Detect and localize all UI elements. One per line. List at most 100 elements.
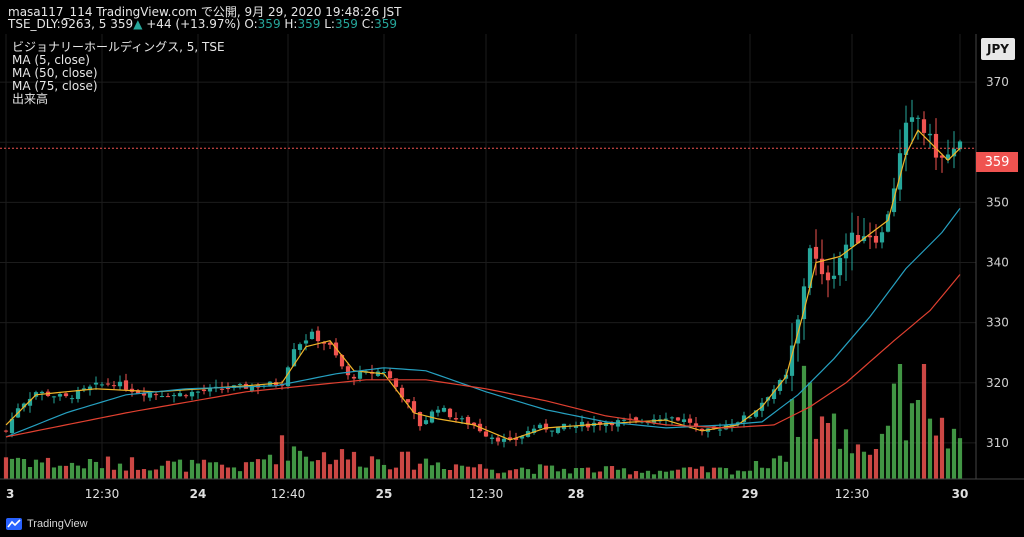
candle-body: [345, 366, 351, 376]
volume-bar: [879, 433, 885, 479]
candle-body: [249, 386, 255, 392]
candle-body: [63, 393, 69, 397]
open-value: 359: [257, 17, 281, 31]
volume-bar: [297, 450, 303, 479]
footer[interactable]: TradingView: [6, 515, 88, 533]
volume-bar: [57, 465, 63, 479]
candle-body: [573, 425, 579, 428]
candle-body: [453, 418, 459, 420]
candle-body: [309, 331, 315, 340]
volume-bar: [813, 438, 819, 479]
volume-bar: [51, 467, 57, 479]
price-tick-label: 330: [986, 316, 1009, 330]
legend-volume[interactable]: 出来高: [12, 92, 49, 106]
volume-bar: [207, 462, 213, 479]
candle-body: [621, 419, 627, 421]
volume-bar: [15, 457, 21, 479]
volume-bar: [567, 473, 573, 479]
volume-bar: [939, 417, 945, 479]
volume-bar: [27, 467, 33, 479]
volume-bar: [825, 422, 831, 479]
candle-body: [939, 155, 945, 158]
candle-body: [903, 122, 909, 156]
candle-body: [81, 388, 87, 391]
volume-bar: [255, 459, 261, 479]
candle-body: [813, 246, 819, 259]
price-axis[interactable]: 310 320 330 340 350 370: [986, 75, 1009, 450]
volume-bar: [735, 470, 741, 479]
volume-bar: [675, 469, 681, 479]
candle-body: [507, 437, 513, 440]
volume-bar: [105, 456, 111, 479]
volume-bar: [609, 466, 615, 479]
candle-body: [831, 275, 837, 279]
candle-body: [927, 133, 933, 136]
volume-bar: [717, 467, 723, 479]
legend-ma50[interactable]: MA (50, close): [12, 66, 98, 80]
volume-bar: [621, 468, 627, 479]
volume-bar: [87, 459, 93, 479]
candle-body: [651, 419, 657, 424]
low-label: L:: [324, 17, 335, 31]
candle-body: [867, 235, 873, 238]
time-axis[interactable]: 3 12:30 24 12:40 25 12:30 28 29 12:30 30: [6, 487, 968, 501]
volume-bar: [417, 463, 423, 479]
legend-ma5[interactable]: MA (5, close): [12, 53, 90, 67]
volume-bar: [315, 460, 321, 479]
time-tick-label: 12:30: [835, 487, 870, 501]
volume-bar: [405, 451, 411, 479]
time-tick-label: 29: [742, 487, 759, 501]
volume-bar: [63, 465, 69, 479]
candle-body: [21, 403, 27, 408]
candle-body: [123, 380, 129, 390]
candle-body: [165, 396, 171, 398]
price-change: +44 (+13.97%): [146, 17, 241, 31]
volume-bar: [387, 469, 393, 479]
volume-bar: [903, 440, 909, 479]
candle-body: [879, 232, 885, 243]
candle-body: [297, 344, 303, 350]
candle-body: [201, 389, 207, 392]
candle-body: [771, 389, 777, 400]
candle-body: [681, 419, 687, 423]
candle-body: [9, 418, 15, 433]
candle-body: [693, 423, 699, 427]
candle-body: [381, 372, 387, 374]
volume-bar: [75, 465, 81, 479]
volume-bar: [579, 468, 585, 479]
volume-bar: [69, 462, 75, 479]
candle-body: [327, 342, 333, 345]
volume-bar: [603, 466, 609, 479]
close-value: 359: [374, 17, 398, 31]
volume-bar: [435, 462, 441, 479]
volume-bar: [225, 467, 231, 479]
currency-badge[interactable]: JPY: [981, 38, 1015, 60]
volume-bar: [651, 474, 657, 479]
volume-bar: [693, 468, 699, 479]
volume-bar: [525, 469, 531, 479]
volume-bar: [933, 435, 939, 479]
candle-body: [807, 248, 813, 289]
candle-body: [417, 411, 423, 427]
candle-body: [225, 387, 231, 390]
high-label: H:: [284, 17, 298, 31]
volume-bar: [531, 473, 537, 479]
candle-body: [459, 418, 465, 420]
candle-body: [555, 426, 561, 433]
last-price-tag: 359: [976, 152, 1018, 172]
legend-ma75[interactable]: MA (75, close): [12, 79, 98, 93]
price-tick-label: 320: [986, 376, 1009, 390]
candle-body: [135, 390, 141, 394]
volume-bar: [411, 469, 417, 479]
volume-bar: [453, 464, 459, 479]
volume-bar: [285, 460, 291, 479]
candle-body: [399, 387, 405, 398]
volume-bar: [159, 465, 165, 479]
candle-body: [219, 388, 225, 390]
candle-body: [687, 418, 693, 423]
volume-bar: [117, 463, 123, 479]
volume-bar: [585, 467, 591, 479]
candle-body: [549, 430, 555, 432]
